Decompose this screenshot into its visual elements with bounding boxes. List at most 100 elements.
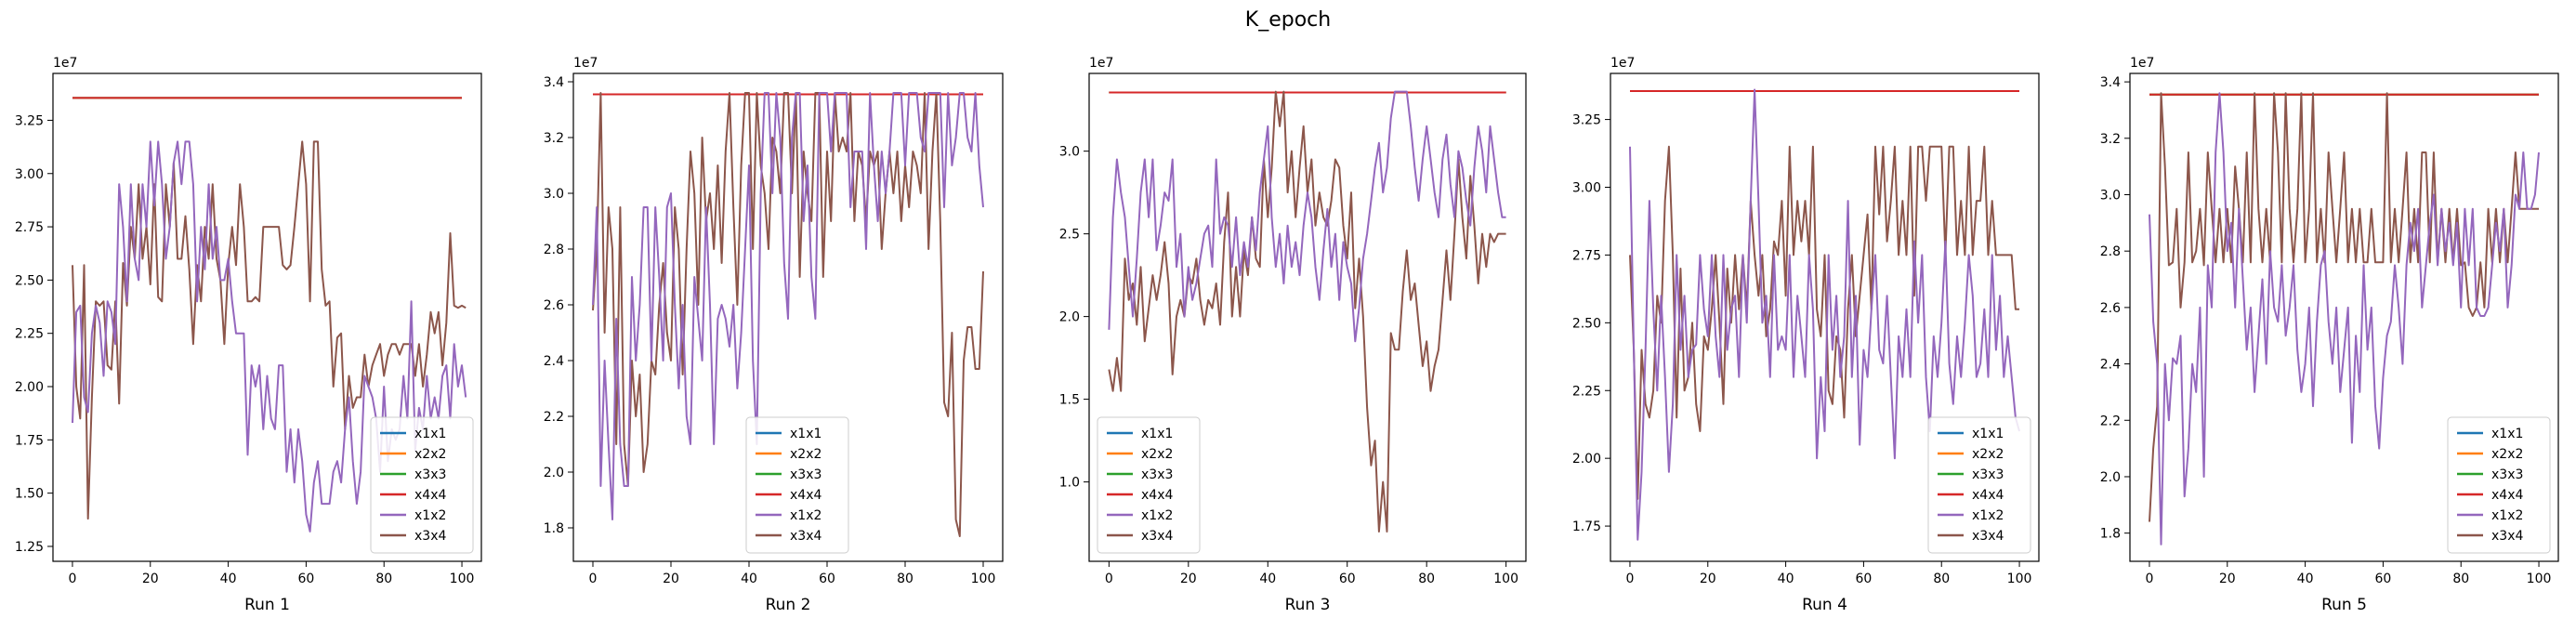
legend-label-x3x3: x3x3: [414, 467, 446, 482]
legend-label-x3x4: x3x4: [1972, 529, 2004, 544]
legend: x1x1 x2x2 x3x3 x4x4 x1x2 x3x4: [745, 416, 849, 554]
legend-box: [1927, 416, 2031, 554]
x-tick-label: 80: [1418, 572, 1435, 586]
x-tick-label: 60: [1855, 572, 1872, 586]
legend-label-x2x2: x2x2: [2491, 447, 2523, 462]
legend-label-x3x4: x3x4: [414, 529, 446, 544]
legend-label-x3x3: x3x3: [790, 467, 821, 482]
legend-label-x1x2: x1x2: [414, 508, 446, 523]
legend-label-x2x2: x2x2: [1972, 447, 2004, 462]
x-tick-label: 40: [220, 572, 237, 586]
y-tick-label: 3.2: [544, 131, 564, 146]
x-tick-label: 80: [2452, 572, 2469, 586]
x-tick-label: 100: [2527, 572, 2552, 586]
y-tick-label: 2.2: [2100, 414, 2121, 428]
x-tick-label: 0: [1105, 572, 1113, 586]
figure-title: K_epoch: [1245, 8, 1331, 32]
y-multiplier-label: 1e7: [1089, 56, 1113, 71]
x-tick-label: 60: [297, 572, 314, 586]
legend-label-x4x4: x4x4: [1972, 488, 2004, 503]
legend-box: [745, 416, 849, 554]
x-tick-label: 20: [663, 572, 679, 586]
x-tick-label: 20: [142, 572, 159, 586]
y-tick-label: 1.75: [15, 433, 44, 448]
x-tick-label: 80: [1933, 572, 1950, 586]
x-tick-label: 0: [589, 572, 598, 586]
x-tick-label: 60: [1339, 572, 1356, 586]
legend: x1x1 x2x2 x3x3 x4x4 x1x2 x3x4: [1927, 416, 2031, 554]
y-tick-label: 3.25: [15, 113, 44, 128]
x-axis-label: Run 2: [766, 596, 811, 614]
y-tick-label: 1.25: [15, 540, 44, 555]
series-line-x3x4: [72, 140, 467, 520]
legend-label-x1x2: x1x2: [1972, 508, 2004, 523]
y-tick-label: 1.5: [1059, 393, 1080, 408]
y-multiplier-label: 1e7: [1610, 56, 1635, 71]
series-line-x1x2: [592, 92, 984, 520]
y-tick-label: 2.0: [544, 466, 564, 480]
x-tick-label: 60: [819, 572, 835, 586]
y-tick-label: 2.75: [1572, 248, 1601, 263]
x-tick-label: 80: [897, 572, 913, 586]
x-tick-label: 20: [1180, 572, 1197, 586]
x-axis-label: Run 5: [2321, 596, 2367, 614]
legend-label-x2x2: x2x2: [414, 447, 446, 462]
y-tick-label: 3.0: [2100, 188, 2121, 203]
series-line-x3x4: [1629, 145, 2019, 500]
subplots: 1.251.501.752.002.252.502.753.003.251e70…: [15, 56, 2559, 614]
y-tick-label: 2.4: [2100, 358, 2121, 373]
y-tick-label: 2.8: [544, 243, 564, 257]
y-tick-label: 2.50: [1572, 316, 1601, 331]
subplot-run-5: 1.8 2.0 2.2 2.4 2.6 2.8 3.0 3.2 3.4 1e7 0 20 40 60 80 1…: [2100, 56, 2559, 614]
legend: x1x1 x2x2 x3x3 x4x4 x1x2 x3x4: [1097, 416, 1201, 554]
axes-frame: [2129, 72, 2559, 562]
legend-label-x4x4: x4x4: [2491, 488, 2523, 503]
y-tick-label: 2.5: [1059, 228, 1080, 243]
x-tick-label: 40: [1259, 572, 1276, 586]
y-tick-label: 2.6: [544, 298, 564, 313]
legend-label-x4x4: x4x4: [414, 488, 446, 503]
legend-label-x1x2: x1x2: [2491, 508, 2523, 523]
axes-frame: [1088, 72, 1527, 562]
x-tick-label: 100: [1493, 572, 1518, 586]
axes-frame: [572, 72, 1004, 562]
y-tick-label: 2.8: [2100, 244, 2121, 259]
y-tick-label: 2.25: [1572, 384, 1601, 399]
y-tick-label: 1.8: [2100, 527, 2121, 542]
y-tick-label: 2.6: [2100, 301, 2121, 316]
x-tick-label: 0: [2145, 572, 2153, 586]
legend-label-x3x4: x3x4: [2491, 529, 2523, 544]
legend-label-x3x3: x3x3: [1972, 467, 2004, 482]
x-tick-label: 20: [2219, 572, 2236, 586]
y-tick-label: 2.2: [544, 410, 564, 425]
x-tick-label: 100: [2007, 572, 2032, 586]
subplot-run-2: 1.8 2.0 2.2 2.4 2.6 2.8 3.0 3.2 3.4 1e7 0 20 40 60 80 1…: [544, 56, 1004, 614]
y-tick-label: 3.25: [1572, 113, 1601, 128]
subplot-run-4: 1.75 2.00 2.25 2.50 2.75 3.00 3.25 1e7 0 20 40 60 80…: [1572, 56, 2040, 614]
legend-label-x1x1: x1x1: [2491, 427, 2523, 441]
legend-label-x4x4: x4x4: [1141, 488, 1173, 503]
legend-label-x1x1: x1x1: [1972, 427, 2004, 441]
x-axis-label: Run 1: [244, 596, 290, 614]
x-tick-label: 100: [450, 572, 475, 586]
series-line-x1x2: [1108, 90, 1506, 343]
legend: x1x1 x2x2 x3x3 x4x4 x1x2 x3x4: [370, 416, 474, 554]
y-tick-label: 3.4: [544, 75, 564, 90]
y-tick-label: 1.75: [1572, 519, 1601, 534]
y-tick-label: 2.00: [1572, 452, 1601, 467]
series-line-x1x2: [2149, 92, 2540, 546]
subplot-run-1: 1.25 1.50 1.75 2.00 2.25 2.50 2.75 3.00 3.25 1e7 0…: [15, 56, 482, 614]
legend-label-x2x2: x2x2: [790, 447, 821, 462]
axes-frame: [52, 72, 482, 562]
y-tick-label: 2.4: [544, 354, 564, 369]
y-tick-label: 2.0: [2100, 470, 2121, 485]
legend-box: [370, 416, 474, 554]
x-tick-label: 40: [741, 572, 757, 586]
axes-frame: [1610, 72, 2040, 562]
legend-label-x4x4: x4x4: [790, 488, 821, 503]
y-tick-label: 1.8: [544, 521, 564, 536]
y-tick-label: 3.00: [1572, 181, 1601, 196]
legend-label-x3x4: x3x4: [790, 529, 821, 544]
series-line-x1x2: [1629, 88, 2020, 541]
